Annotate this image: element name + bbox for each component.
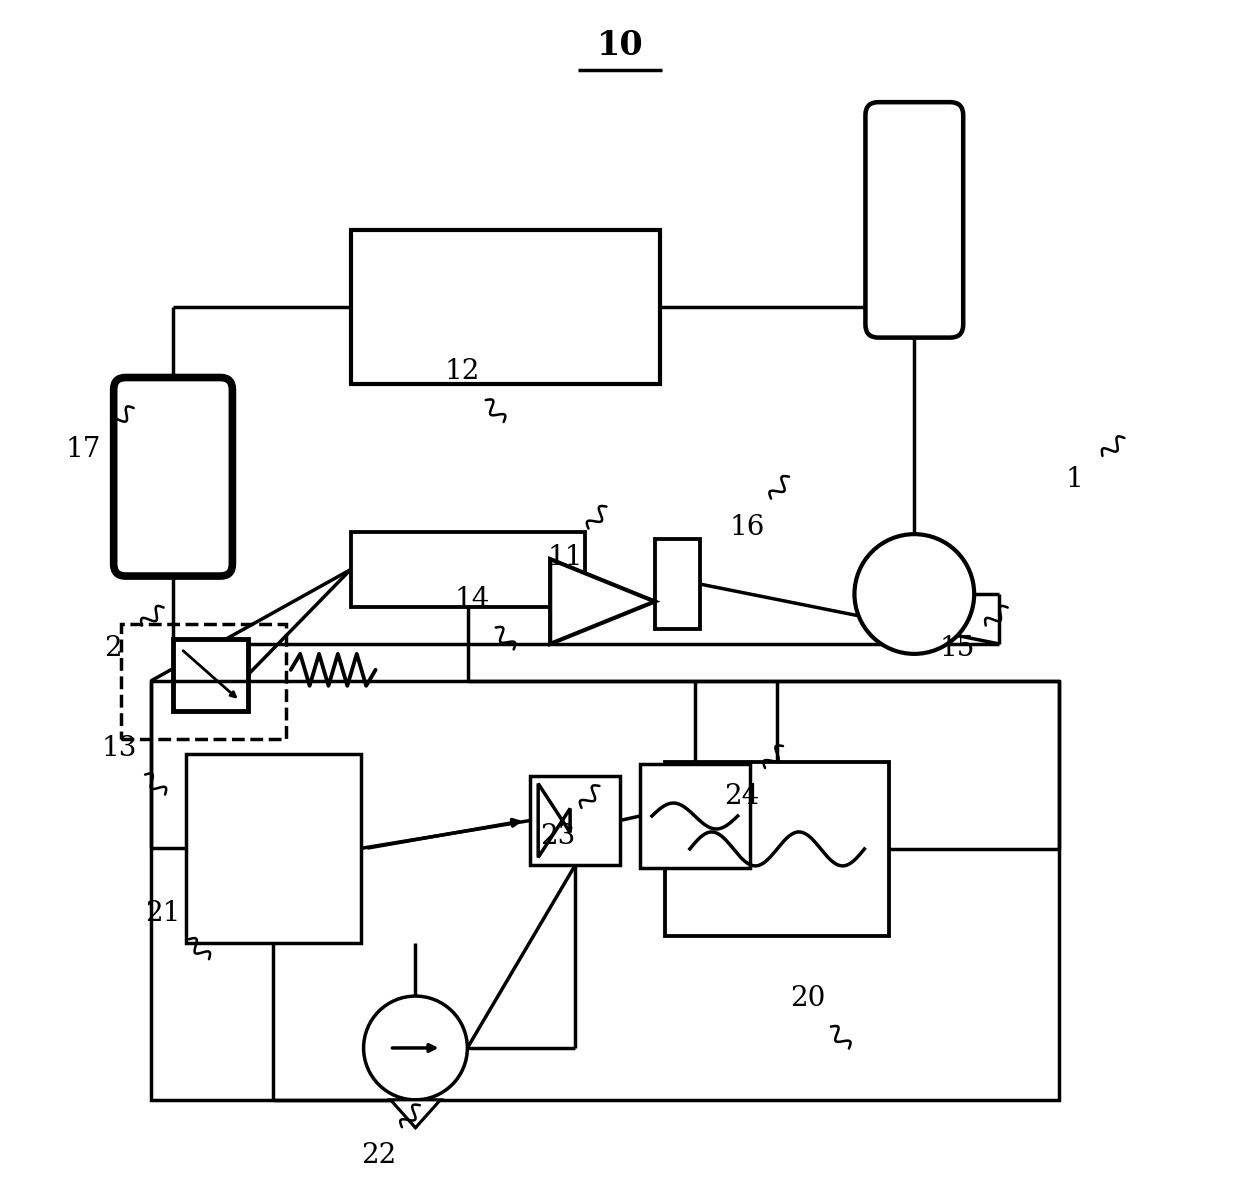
Bar	[174, 639, 248, 711]
Text: 10: 10	[596, 29, 644, 62]
Text: 23: 23	[541, 823, 575, 850]
FancyBboxPatch shape	[866, 102, 963, 338]
Bar	[655, 540, 699, 629]
Bar	[151, 681, 1059, 1099]
Polygon shape	[538, 784, 570, 857]
Polygon shape	[391, 1099, 440, 1128]
Text: 2: 2	[104, 635, 122, 662]
Bar	[122, 623, 285, 739]
Text: 12: 12	[445, 359, 480, 385]
Bar	[351, 230, 660, 385]
Polygon shape	[551, 559, 655, 644]
Bar	[351, 532, 585, 607]
Text: 13: 13	[102, 735, 136, 763]
Text: 15: 15	[940, 635, 975, 662]
Circle shape	[854, 534, 975, 653]
Circle shape	[363, 996, 467, 1099]
Text: 11: 11	[547, 543, 583, 571]
Bar	[186, 754, 361, 944]
Text: 20: 20	[790, 984, 826, 1012]
Bar	[640, 764, 750, 868]
Bar	[665, 761, 889, 936]
Text: 17: 17	[66, 436, 100, 463]
Bar	[531, 776, 620, 866]
Text: 21: 21	[145, 899, 181, 927]
Text: 22: 22	[361, 1143, 397, 1169]
Text: 24: 24	[724, 783, 759, 811]
FancyBboxPatch shape	[114, 378, 232, 576]
Text: 14: 14	[455, 585, 490, 613]
Text: 1: 1	[1065, 465, 1083, 493]
Text: 16: 16	[730, 513, 765, 541]
